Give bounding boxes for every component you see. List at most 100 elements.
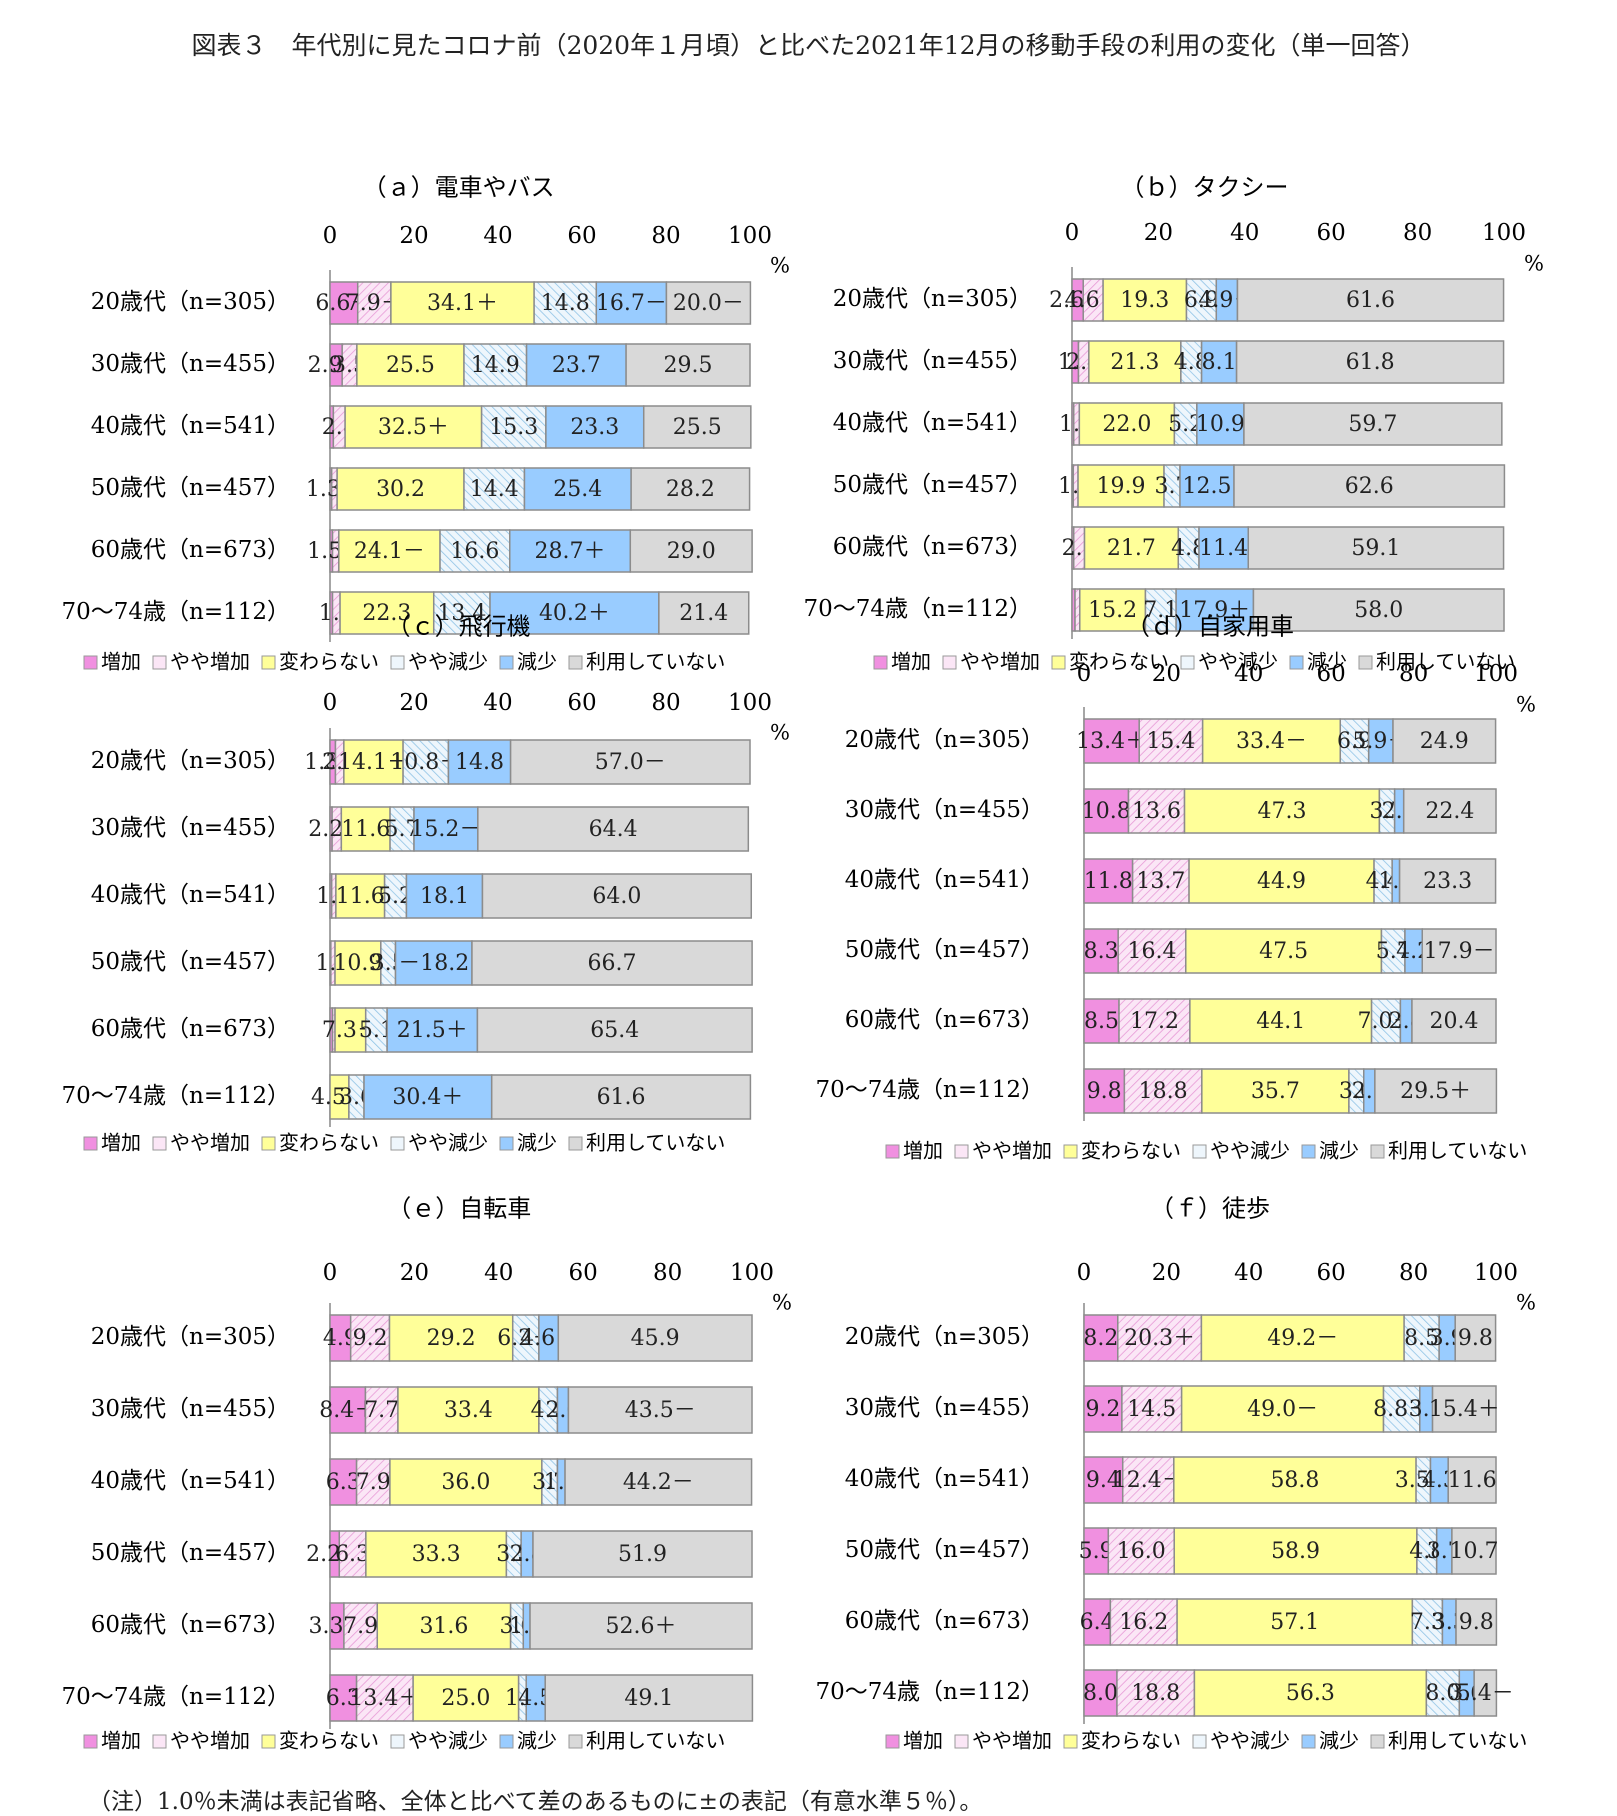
legend-label: 利用していない — [586, 650, 725, 674]
bar-segment-slight-increase — [1117, 928, 1187, 974]
bar-segment-decrease — [1200, 340, 1238, 384]
data-label: 15.2 — [1088, 598, 1137, 623]
bar-segment-slight-decrease — [1425, 1669, 1461, 1717]
data-label: 59.1 — [1351, 536, 1400, 561]
legend: 増加 やや増加 変わらない やや減少 減少 利用していない — [83, 1729, 725, 1753]
data-label: 25.5 — [673, 415, 722, 440]
data-label: 9.8 — [1087, 1079, 1122, 1104]
legend-swatch-not-used — [1370, 1734, 1385, 1749]
legend-label: やや減少 — [408, 1729, 488, 1753]
category-label: 30歳代（n=455） — [833, 348, 1032, 374]
data-label: 12.5 — [1183, 474, 1232, 499]
category-label: 60歳代（n=673） — [91, 1016, 290, 1042]
legend-swatch-increase — [885, 1734, 900, 1749]
x-tick-label: 40 — [483, 690, 512, 716]
bar-segment-not-used — [509, 739, 751, 785]
data-label: 13.6 — [1132, 799, 1181, 824]
bar-segment-not-used — [471, 940, 753, 986]
bar-segment-increase — [1083, 718, 1140, 764]
x-tick-label: 20 — [1152, 1260, 1181, 1286]
bar-segment-slight-decrease — [511, 1314, 540, 1362]
data-label: 30.2 — [376, 477, 425, 502]
data-label: 14.8 — [455, 750, 504, 775]
legend-label: 変わらない — [1081, 1729, 1181, 1753]
legend-label: 減少 — [1319, 1139, 1359, 1163]
bar-segment-not-used — [629, 529, 753, 573]
category-label: 50歳代（n=457） — [845, 937, 1044, 963]
legend: 増加 やや増加 変わらない やや減少 減少 利用していない — [885, 1139, 1527, 1163]
category-label: 30歳代（n=455） — [845, 1395, 1044, 1421]
legend-label: 変わらない — [279, 1729, 379, 1753]
legend-swatch-slight-decrease — [390, 655, 405, 670]
bar-segment-decrease — [1198, 526, 1250, 570]
data-label: 9.8 — [1458, 1326, 1493, 1351]
data-label: 16.4 — [1127, 939, 1176, 964]
bar-segment-not-used — [1454, 1314, 1497, 1362]
chart-panel-d: （ｄ）自家用車 0 20 40 60 80 100% 20歳代（n=305） 13.4＋ 15.4… — [815, 613, 1536, 1163]
bar-segment-not-used — [1411, 998, 1497, 1044]
chart-panel-f: （ｆ）徒歩 0 20 40 60 80 100% 20歳代（n=305） 8.2 20.3＋ 49.… — [815, 1195, 1536, 1753]
bar-segment-increase — [329, 1386, 367, 1434]
legend-label: 減少 — [517, 650, 557, 674]
bar-segment-decrease — [489, 591, 660, 635]
x-unit-label: % — [770, 254, 790, 278]
data-label: 25.5 — [386, 353, 435, 378]
bar-segment-increase — [1083, 1314, 1119, 1362]
data-label: 49.2－ — [1267, 1326, 1338, 1351]
data-label: 9.8 — [1459, 1610, 1494, 1635]
data-label: 24.1－ — [354, 539, 425, 564]
legend-label: 増加 — [101, 650, 141, 674]
category-label: 50歳代（n=457） — [91, 1540, 290, 1566]
bar-segment-unchanged — [340, 806, 391, 852]
category-label: 60歳代（n=673） — [91, 1612, 290, 1638]
bar-segment-unchanged — [1173, 1456, 1417, 1504]
bar-segment-slight-increase — [1121, 1456, 1175, 1504]
bar-segment-unchanged — [1188, 858, 1375, 904]
data-label: 8.3 — [1084, 939, 1119, 964]
bar-segment-slight-decrease — [432, 591, 491, 635]
bar-segment-slight-decrease — [480, 405, 547, 449]
category-label: 40歳代（n=541） — [91, 882, 290, 908]
legend-swatch-not-used — [568, 1136, 583, 1151]
legend-label: 減少 — [517, 1729, 557, 1753]
bar-segment-decrease — [394, 940, 473, 986]
data-label: 23.3 — [570, 415, 619, 440]
data-label: 20.0－ — [673, 291, 744, 316]
legend-swatch-decrease — [1289, 655, 1304, 670]
category-label: 70～74歳（n=112） — [803, 596, 1032, 622]
legend: 増加 やや増加 変わらない やや減少 減少 利用していない — [83, 650, 725, 674]
bar-segment-increase — [1083, 928, 1119, 974]
data-label: 49.0－ — [1247, 1397, 1318, 1422]
x-tick-label: 60 — [567, 690, 596, 716]
x-unit-label: % — [1516, 693, 1536, 717]
bar-segment-not-used — [658, 591, 750, 635]
data-label: 16.6 — [450, 539, 499, 564]
data-label: 15.2－ — [410, 817, 481, 842]
category-label: 70～74歳（n=112） — [815, 1679, 1044, 1705]
data-label: 25.4 — [553, 477, 602, 502]
bar-segment-not-used — [1421, 928, 1497, 974]
bar-segment-slight-decrease — [463, 467, 526, 511]
x-tick-label: 20 — [400, 1260, 429, 1286]
category-label: 70～74歳（n=112） — [61, 1684, 290, 1710]
x-tick-label: 0 — [323, 1260, 338, 1286]
data-label: 5.4－ — [1457, 1681, 1514, 1706]
data-label: 6.4 — [1080, 1610, 1115, 1635]
legend-label: 変わらない — [1081, 1139, 1181, 1163]
data-label: 6.3 — [335, 1542, 370, 1567]
data-label: 43.5－ — [625, 1398, 696, 1423]
data-label: 7.3 — [1410, 1610, 1445, 1635]
data-label: 8.5 — [1084, 1009, 1119, 1034]
legend-swatch-slight-increase — [942, 655, 957, 670]
data-label: 16.0 — [1117, 1539, 1166, 1564]
data-label: 29.2 — [427, 1326, 476, 1351]
legend-label: やや減少 — [408, 650, 488, 674]
bar-segment-not-used — [625, 343, 751, 387]
x-unit-label: % — [1524, 252, 1544, 276]
legend-swatch-decrease — [1301, 1144, 1316, 1159]
bar-segment-unchanged — [336, 467, 465, 511]
data-label: 14.5 — [1127, 1397, 1176, 1422]
data-label: 21.5＋ — [397, 1018, 468, 1043]
legend-swatch-slight-increase — [954, 1734, 969, 1749]
